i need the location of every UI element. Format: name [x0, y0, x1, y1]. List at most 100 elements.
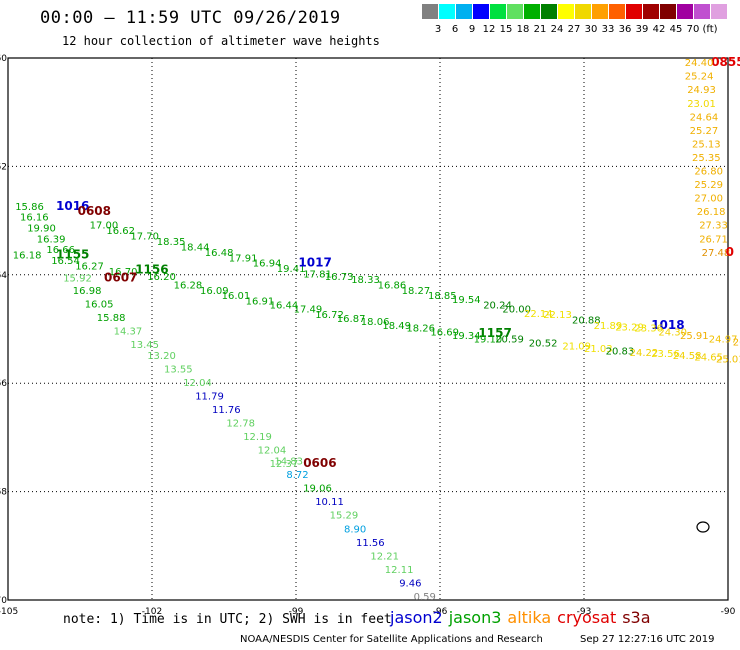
wave-height-label: 22.14 [524, 309, 553, 320]
lon-tick-label: -105 [0, 607, 18, 617]
wave-height-label: 16.73 [325, 272, 354, 283]
wave-height-label: 16.70 [109, 267, 138, 278]
wave-height-label: 20.24 [483, 300, 512, 311]
wave-height-label: 16.94 [253, 259, 282, 270]
wave-height-label: 12.19 [243, 432, 272, 443]
wave-height-label: 16.72 [315, 310, 344, 321]
scale-swatch [592, 4, 608, 19]
lon-tick-label: -90 [721, 607, 736, 617]
scale-swatch [439, 4, 455, 19]
wave-height-label: 15.29 [330, 511, 359, 522]
lat-tick-label: -62 [0, 162, 7, 172]
wave-height-label: 15.88 [97, 313, 126, 324]
scale-swatch [626, 4, 642, 19]
wave-height-label: 17.91 [229, 253, 258, 264]
pass-time-label: 0606 [303, 456, 336, 470]
scale-label: 33 [601, 24, 615, 35]
wave-height-label: 24.65 [694, 352, 723, 363]
satellite-legend: jason2 jason3 altika cryosat s3a [390, 608, 657, 627]
pass-time-label: 1157 [478, 326, 511, 340]
wave-height-label: 25.29 [694, 180, 723, 191]
wave-height-label: 16.18 [13, 251, 42, 262]
scale-label: 70 [686, 24, 700, 35]
wave-height-label: 23.01 [687, 99, 716, 110]
wave-height-label: 21.03 [584, 344, 613, 355]
wave-height-label: 24.30 [658, 328, 687, 339]
wave-height-label: 26.91 [733, 337, 740, 348]
wave-height-label: 16.44 [270, 300, 299, 311]
wave-height-label: 9.46 [399, 578, 421, 589]
wave-height-label: 17.49 [294, 305, 323, 316]
wave-height-label: 27.33 [699, 221, 728, 232]
data-labels: 085524.40 25.24 24.93 23.01 24.64 25.27 25.13 2… [13, 55, 740, 603]
lat-tick-label: -66 [0, 379, 7, 389]
wave-height-label: 24.22 [630, 348, 659, 359]
wave-height-label: 23.56 [651, 349, 680, 360]
lon-tick-label: -93 [577, 607, 592, 617]
wave-height-label: 16.69 [430, 328, 459, 339]
graticule [8, 58, 728, 600]
wave-height-label: 12.11 [385, 565, 414, 576]
scale-label: 6 [451, 24, 459, 35]
wave-height-label: 20.88 [572, 316, 601, 327]
wave-height-label: 16.54 [51, 256, 80, 267]
pass-time-label: 1018 [651, 318, 684, 332]
pass-time-label: 0607 [104, 270, 137, 284]
island-shape [696, 521, 710, 533]
wave-height-label: 25.91 [680, 331, 709, 342]
scale-label: (ft) [702, 24, 718, 35]
wave-height-label: 10.11 [315, 497, 344, 508]
wave-height-label: 19.06 [303, 484, 332, 495]
legend-s3a: s3a [622, 608, 651, 627]
wave-height-label: 23.36 [634, 324, 663, 335]
wave-height-label: 16.98 [73, 286, 102, 297]
wave-height-label: 12.37 [270, 459, 299, 470]
lat-tick-label: -68 [0, 488, 7, 498]
scale-label: 18 [516, 24, 530, 35]
wave-height-label: 16.28 [174, 280, 203, 291]
wave-height-label: 24.64 [690, 112, 719, 123]
scale-swatch [507, 4, 523, 19]
footer-timestamp: Sep 27 12:27:16 UTC 2019 [580, 634, 715, 645]
wave-height-label: 18.27 [402, 286, 431, 297]
wave-height-label: 25.24 [685, 72, 714, 83]
wave-height-label: 25.27 [690, 126, 719, 137]
map-subtitle: 12 hour collection of altimeter wave hei… [62, 34, 380, 48]
wave-height-label: 8.72 [286, 470, 308, 481]
lon-tick-label: -99 [289, 607, 304, 617]
wave-height-label: 16.09 [200, 286, 229, 297]
island-outline [696, 521, 710, 533]
wave-height-label: 14.37 [114, 326, 143, 337]
scale-swatch [558, 4, 574, 19]
pass-time-label: 1155 [56, 248, 89, 262]
wave-height-label: 16.66 [46, 245, 75, 256]
wave-height-label: 19.34 [452, 331, 481, 342]
scale-swatch [643, 4, 659, 19]
scale-label: 30 [584, 24, 598, 35]
scale-label: 24 [550, 24, 564, 35]
legend-cryosat: cryosat [557, 608, 617, 627]
wave-height-label: 18.26 [406, 324, 435, 335]
legend-altika: altika [507, 608, 552, 627]
wave-height-label: 18.35 [157, 237, 186, 248]
wave-height-label: 18.44 [181, 242, 210, 253]
map-title: 00:00 – 11:59 UTC 09/26/2019 [40, 8, 341, 28]
lat-tick-label: -64 [0, 271, 7, 281]
wave-height-label: 20.83 [606, 346, 635, 357]
scale-swatch [422, 4, 438, 19]
axis-labels: -105 -102 -99 -96 -93 -90 -60 -62 -64 -66 -68 -70 [0, 54, 736, 617]
scale-label: 42 [652, 24, 666, 35]
pass-time-label: 0608 [78, 204, 111, 218]
wave-height-label: 21.09 [562, 342, 591, 353]
wave-height-label: 24.40 [685, 58, 714, 69]
scale-swatch [694, 4, 710, 19]
scale-swatch [541, 4, 557, 19]
scale-swatch [660, 4, 676, 19]
wave-height-label: 16.91 [246, 297, 275, 308]
wave-height-label: 13.45 [130, 340, 159, 351]
scale-label: 45 [669, 24, 683, 35]
scale-swatch [575, 4, 591, 19]
scale-swatch [711, 4, 727, 19]
scale-swatch [609, 4, 625, 19]
wave-height-label: 17.70 [130, 232, 159, 243]
